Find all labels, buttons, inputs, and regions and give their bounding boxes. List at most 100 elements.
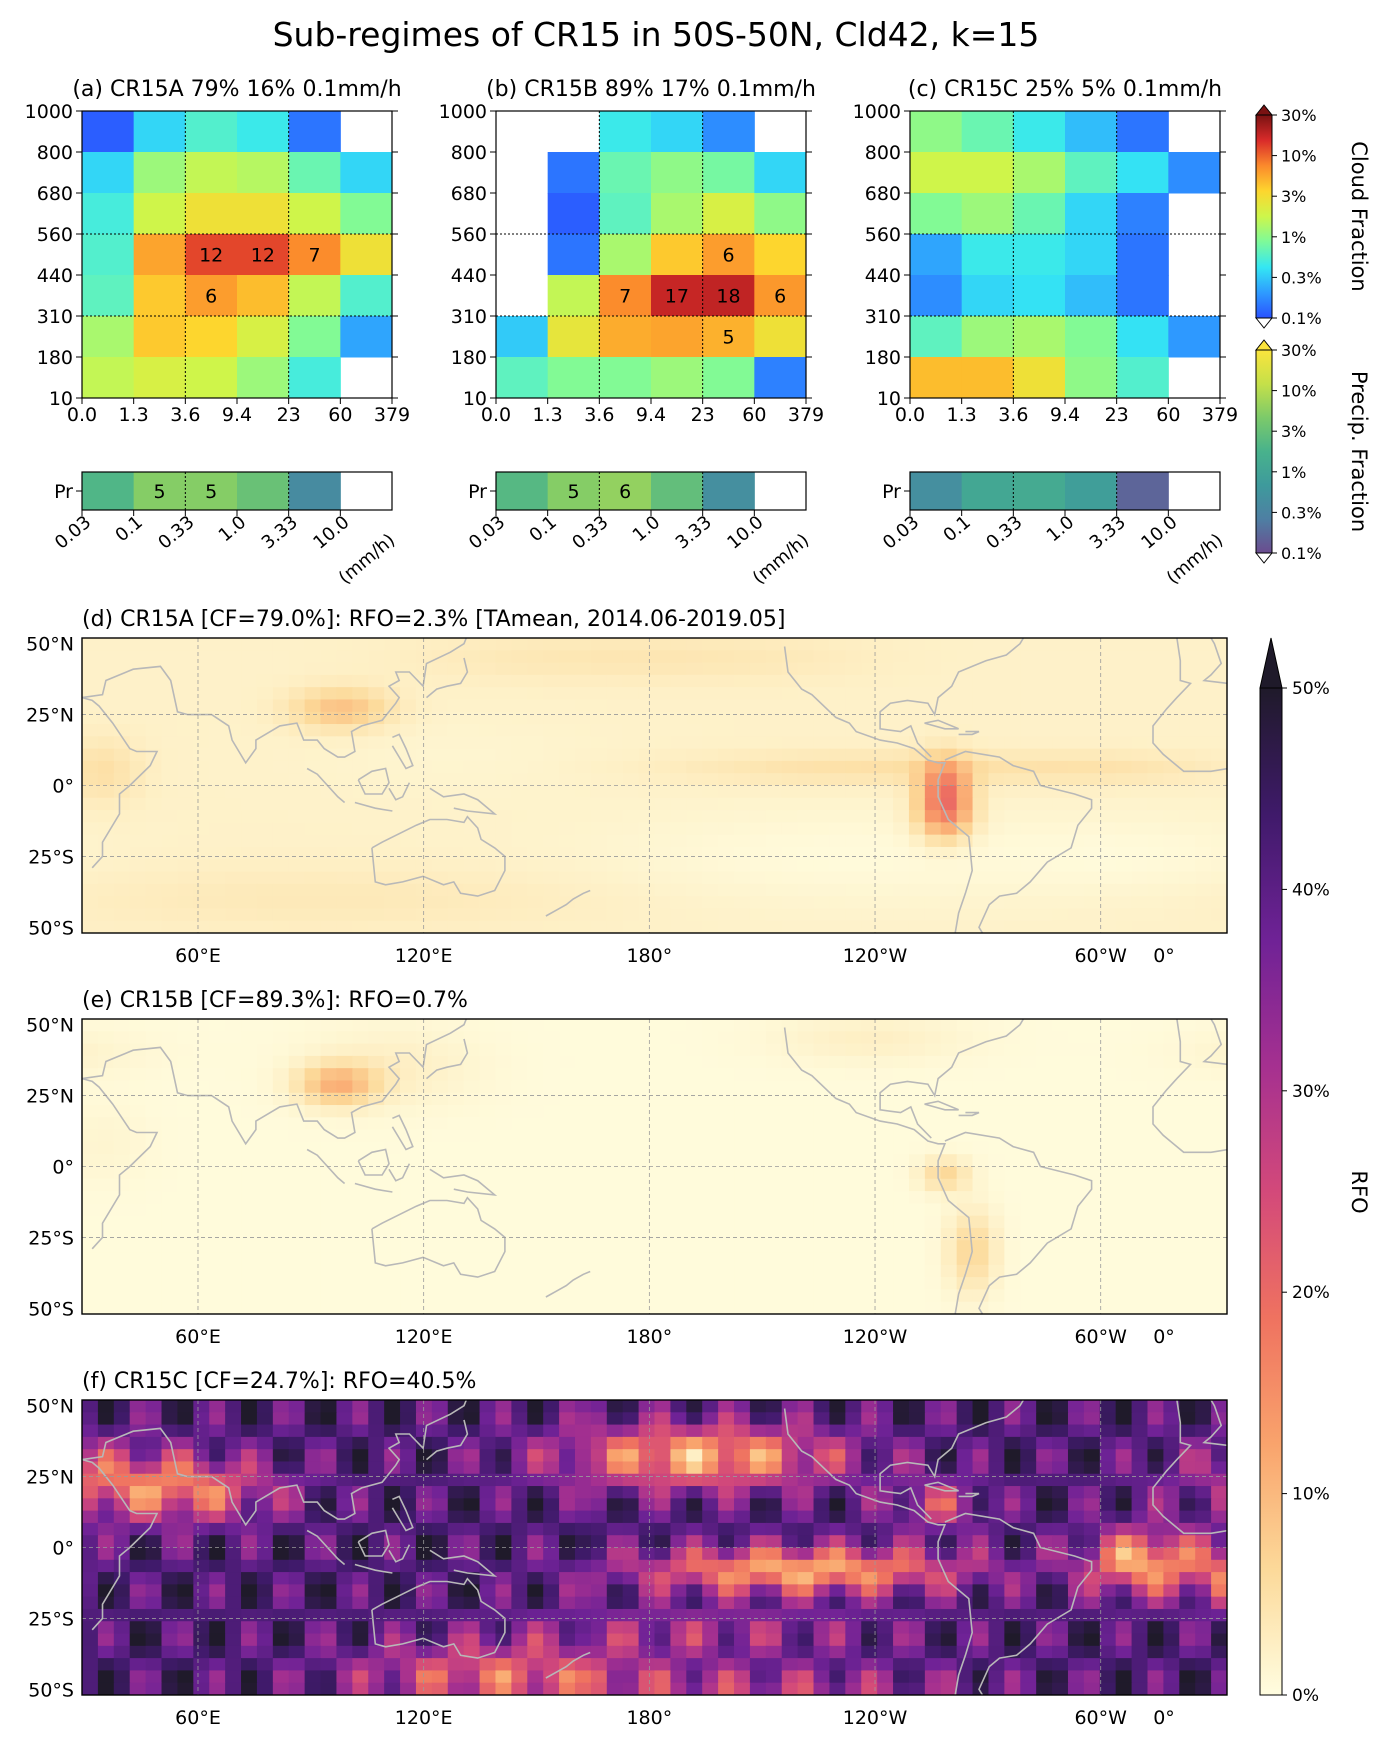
rfo-cell — [495, 1166, 512, 1180]
rfo-cell — [415, 736, 433, 750]
rfo-cell — [113, 748, 131, 762]
rfo-cell — [431, 1055, 449, 1069]
histogram-cell — [702, 193, 755, 235]
rfo-cell — [177, 822, 194, 836]
rfo-cell — [241, 1043, 258, 1057]
rfo-cell — [590, 736, 608, 750]
rfo-cell — [193, 699, 210, 713]
rfo-cell — [797, 699, 815, 713]
rfo-cell — [225, 650, 242, 664]
rfo-cell — [590, 859, 608, 873]
rfo-cell — [1067, 760, 1085, 774]
rfo-cell — [781, 1424, 799, 1438]
rfo-cell — [559, 1080, 576, 1094]
rfo-cell — [225, 674, 242, 688]
rfo-cell — [288, 920, 306, 933]
rfo-cell — [622, 1031, 640, 1045]
rfo-cell — [1036, 687, 1053, 701]
histogram-cell — [1065, 111, 1118, 153]
rfo-cell — [193, 724, 210, 737]
rfo-cell — [368, 1400, 385, 1413]
histogram-cell — [961, 316, 1014, 358]
rfo-cell — [829, 883, 846, 897]
rfo-cell — [702, 822, 719, 836]
rfo-cell — [145, 1473, 163, 1487]
rfo-cell — [415, 883, 433, 897]
rfo-cell — [686, 1424, 703, 1438]
rfo-cell — [1131, 1473, 1149, 1487]
rfo-cell — [940, 1498, 958, 1512]
rfo-cell — [495, 736, 512, 750]
rfo-cell — [129, 1117, 147, 1131]
rfo-cell — [431, 920, 449, 933]
rfo-cell — [654, 1154, 672, 1168]
rfo-cell — [97, 859, 115, 873]
rfo-cell — [622, 810, 640, 823]
rfo-cell — [82, 773, 99, 787]
rfo-cell — [1020, 1117, 1037, 1131]
rfo-cell — [320, 1449, 338, 1463]
rfo-cell — [1052, 1400, 1069, 1413]
rfo-cell — [543, 1043, 560, 1057]
rfo-cell — [654, 1166, 672, 1180]
rfo-cell — [193, 650, 210, 664]
rfo-cell — [654, 1400, 672, 1413]
rfo-cell — [622, 724, 640, 737]
rfo-cell — [447, 871, 465, 885]
histogram-panel-a: (a) CR15A 79% 16% 0.1mm/h12 12 76100080068… — [25, 77, 410, 589]
rfo-cell — [288, 1412, 306, 1426]
rfo-cell — [622, 1572, 640, 1585]
rfo-cell — [829, 1019, 846, 1032]
rfo-cell — [559, 1449, 576, 1463]
rfo-cell — [908, 1400, 926, 1413]
rfo-cell — [590, 1227, 608, 1241]
rfo-cell — [97, 650, 115, 664]
rfo-cell — [256, 1559, 274, 1573]
rfo-cell — [431, 834, 449, 848]
rfo-cell — [797, 1105, 815, 1118]
rfo-cell — [113, 1498, 131, 1512]
rfo-cell — [1179, 896, 1196, 910]
rfo-cell — [400, 1559, 417, 1573]
rfo-cell — [82, 1264, 99, 1278]
rfo-cell — [590, 650, 608, 664]
rfo-cell — [1036, 1166, 1053, 1180]
rfo-cell — [336, 1486, 353, 1499]
rfo-cell — [924, 883, 942, 897]
rfo-cell — [368, 1154, 385, 1168]
rfo-cell — [845, 846, 862, 860]
rfo-cell — [813, 846, 831, 860]
rfo-cell — [320, 662, 338, 676]
rfo-cell — [320, 1055, 338, 1069]
rfo-cell — [972, 1412, 990, 1426]
rfo-cell — [193, 846, 210, 860]
rfo-cell — [972, 1141, 990, 1155]
rfo-cell — [686, 687, 703, 701]
lon-label: 120°E — [395, 945, 453, 967]
rfo-cell — [940, 896, 958, 910]
histogram-cell-label: 7 — [619, 286, 631, 308]
rfo-cell — [1083, 1277, 1101, 1291]
rfo-cell — [638, 736, 656, 750]
rfo-cell — [574, 1055, 592, 1069]
rfo-cell — [956, 1117, 974, 1131]
rfo-cell — [320, 1129, 338, 1143]
rfo-cell — [638, 699, 656, 713]
rfo-cell — [765, 638, 783, 651]
rfo-cell — [1195, 1301, 1212, 1314]
rfo-cell — [1131, 650, 1149, 664]
rfo-cell — [543, 1227, 560, 1241]
rfo-cell — [447, 1043, 465, 1057]
rfo-cell — [336, 859, 353, 873]
rfo-cell — [749, 662, 767, 676]
rfo-cell — [893, 638, 910, 651]
rfo-cell — [638, 1535, 656, 1549]
rfo-cell — [1115, 822, 1133, 836]
rfo-cell — [256, 1068, 274, 1082]
rfo-cell — [177, 773, 194, 787]
rfo-cell — [431, 1019, 449, 1032]
rfo-cell — [574, 650, 592, 664]
rfo-cell — [590, 1559, 608, 1573]
rfo-cell — [145, 1424, 163, 1438]
rfo-cell — [893, 1252, 910, 1266]
